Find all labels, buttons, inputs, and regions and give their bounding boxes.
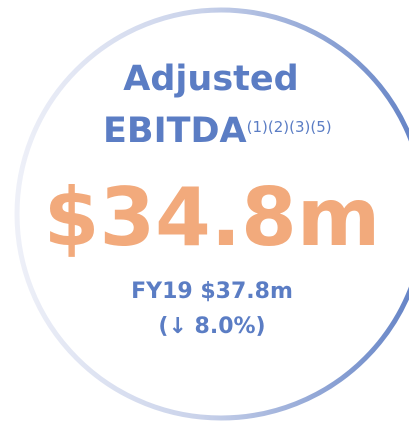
main-value: $34.8m [44, 171, 380, 264]
heading-line1: Adjusted [123, 59, 298, 99]
comparison-line2: (↓ 8.0%) [158, 314, 265, 339]
ring [14, 7, 409, 421]
heading-line2-group: EBITDA(1)(2)(3)(5) [103, 111, 332, 151]
heading-line2: EBITDA [103, 111, 247, 151]
comparison-line1: FY19 $37.8m [131, 279, 293, 304]
footnotes: (1)(2)(3)(5) [247, 118, 332, 136]
